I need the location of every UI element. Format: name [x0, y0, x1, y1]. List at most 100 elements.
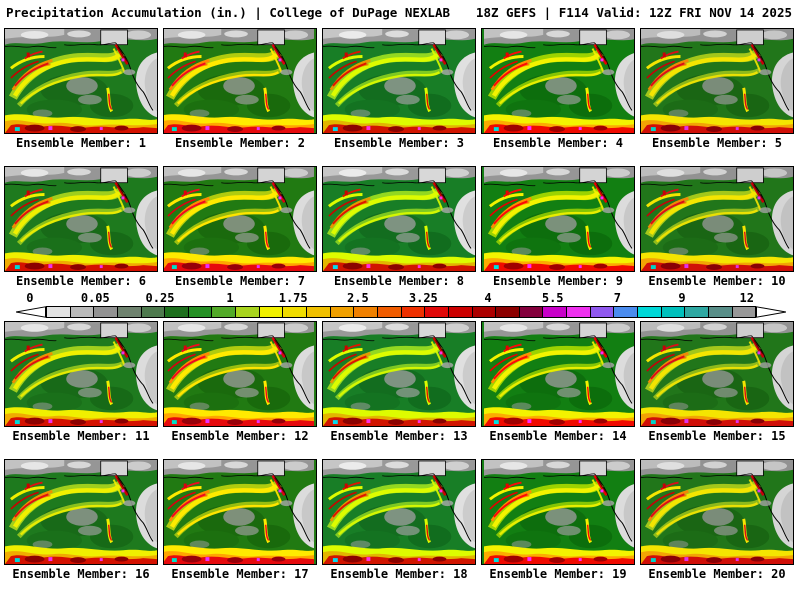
ensemble-map-panel[interactable]: Ensemble Member: 3: [322, 28, 476, 151]
ensemble-map-panel[interactable]: Ensemble Member: 6: [4, 166, 158, 289]
product-title: Precipitation Accumulation (in.) | Colle…: [6, 5, 451, 20]
precip-map[interactable]: [163, 459, 317, 565]
colorbar-cell: [47, 307, 71, 317]
ensemble-member-label: Ensemble Member: 4: [492, 136, 624, 150]
precip-map[interactable]: [322, 459, 476, 565]
ensemble-map-panel[interactable]: Ensemble Member: 10: [640, 166, 794, 289]
colorbar-tick-label: 7: [613, 291, 621, 305]
colorbar-tick-label: 2.5: [347, 291, 369, 305]
colorbar-cell: [307, 307, 331, 317]
ensemble-member-label: Ensemble Member: 9: [492, 274, 624, 288]
precip-map[interactable]: [481, 28, 635, 134]
ensemble-member-label: Ensemble Member: 19: [489, 567, 627, 581]
colorbar-cell: [259, 307, 284, 317]
colorbar-tick-label: 0: [26, 291, 34, 305]
ensemble-member-label: Ensemble Member: 20: [648, 567, 786, 581]
precip-map[interactable]: [4, 28, 158, 134]
colorbar-cell: [614, 307, 639, 317]
colorbar-cell: [519, 307, 544, 317]
precip-map[interactable]: [163, 166, 317, 272]
ensemble-map-panel[interactable]: Ensemble Member: 13: [322, 321, 476, 444]
colorbar-cell: [283, 307, 308, 317]
ensemble-member-label: Ensemble Member: 8: [333, 274, 465, 288]
ensemble-map-panel[interactable]: Ensemble Member: 18: [322, 459, 476, 582]
maps-row-4: Ensemble Member: 16 Ensemble Member: 17 En…: [0, 459, 800, 582]
ensemble-map-panel[interactable]: Ensemble Member: 8: [322, 166, 476, 289]
ensemble-map-panel[interactable]: Ensemble Member: 15: [640, 321, 794, 444]
colorbar-cell: [732, 307, 756, 317]
colorbar-labels: 0 0.05 0.25 1 1.75 2.5 3.25 4 5.5 7 9 12: [16, 291, 786, 306]
ensemble-member-label: Ensemble Member: 7: [174, 274, 306, 288]
ensemble-map-panel[interactable]: Ensemble Member: 9: [481, 166, 635, 289]
precip-map[interactable]: [640, 28, 794, 134]
maps-row-2: Ensemble Member: 6 Ensemble Member: 7 Ense…: [0, 166, 800, 289]
colorbar-bar: [16, 306, 786, 318]
precip-map[interactable]: [4, 459, 158, 565]
colorbar-cell: [401, 307, 426, 317]
ensemble-member-label: Ensemble Member: 14: [489, 429, 627, 443]
ensemble-member-label: Ensemble Member: 17: [171, 567, 309, 581]
precip-map[interactable]: [163, 321, 317, 427]
precip-map[interactable]: [4, 321, 158, 427]
colorbar-cell: [70, 307, 95, 317]
ensemble-map-panel[interactable]: Ensemble Member: 1: [4, 28, 158, 151]
run-valid-info: 18Z GEFS | F114 Valid: 12Z FRI NOV 14 20…: [475, 5, 792, 20]
colorbar-cell: [236, 307, 260, 317]
ensemble-member-label: Ensemble Member: 16: [12, 567, 150, 581]
ensemble-map-panel[interactable]: Ensemble Member: 20: [640, 459, 794, 582]
ensemble-map-panel[interactable]: Ensemble Member: 7: [163, 166, 317, 289]
colorbar-cell: [638, 307, 662, 317]
colorbar-left-arrow-icon: [16, 306, 46, 318]
colorbar-cell: [708, 307, 733, 317]
colorbar: 0 0.05 0.25 1 1.75 2.5 3.25 4 5.5 7 9 12: [16, 291, 786, 319]
ensemble-map-panel[interactable]: Ensemble Member: 17: [163, 459, 317, 582]
colorbar-tick-label: 4: [484, 291, 492, 305]
maps-row-3: Ensemble Member: 11 Ensemble Member: 12 En…: [0, 321, 800, 444]
ensemble-member-label: Ensemble Member: 3: [333, 136, 465, 150]
ensemble-map-panel[interactable]: Ensemble Member: 11: [4, 321, 158, 444]
colorbar-tick-label: 1: [226, 291, 234, 305]
colorbar-tick-label: 3.25: [408, 291, 438, 305]
colorbar-cell: [212, 307, 237, 317]
precip-map[interactable]: [322, 321, 476, 427]
colorbar-cell: [590, 307, 615, 317]
ensemble-map-panel[interactable]: Ensemble Member: 14: [481, 321, 635, 444]
precip-map[interactable]: [322, 166, 476, 272]
ensemble-member-label: Ensemble Member: 1: [15, 136, 147, 150]
precip-map[interactable]: [640, 459, 794, 565]
precip-map[interactable]: [163, 28, 317, 134]
colorbar-cell: [567, 307, 591, 317]
precip-map[interactable]: [640, 321, 794, 427]
colorbar-cell: [377, 307, 402, 317]
ensemble-map-panel[interactable]: Ensemble Member: 16: [4, 459, 158, 582]
colorbar-cell: [354, 307, 378, 317]
colorbar-cell: [543, 307, 568, 317]
ensemble-member-label: Ensemble Member: 2: [174, 136, 306, 150]
precip-map[interactable]: [481, 459, 635, 565]
colorbar-tick-label: 0.05: [80, 291, 110, 305]
maps-row-1: Ensemble Member: 1 Ensemble Member: 2 Ense…: [0, 28, 800, 151]
colorbar-tick-label: 12: [739, 291, 754, 305]
ensemble-map-panel[interactable]: Ensemble Member: 4: [481, 28, 635, 151]
colorbar-cell: [94, 307, 118, 317]
ensemble-map-panel[interactable]: Ensemble Member: 5: [640, 28, 794, 151]
colorbar-tick-label: 9: [678, 291, 686, 305]
ensemble-member-label: Ensemble Member: 12: [171, 429, 309, 443]
ensemble-member-label: Ensemble Member: 5: [651, 136, 783, 150]
header: Precipitation Accumulation (in.) | Colle…: [0, 0, 800, 24]
colorbar-cell: [330, 307, 355, 317]
colorbar-tick-label: 0.25: [145, 291, 175, 305]
precip-map[interactable]: [322, 28, 476, 134]
precip-map[interactable]: [481, 321, 635, 427]
ensemble-map-panel[interactable]: Ensemble Member: 19: [481, 459, 635, 582]
colorbar-cell: [425, 307, 449, 317]
ensemble-map-panel[interactable]: Ensemble Member: 2: [163, 28, 317, 151]
precip-map[interactable]: [481, 166, 635, 272]
colorbar-cell: [165, 307, 189, 317]
ensemble-member-label: Ensemble Member: 10: [648, 274, 786, 288]
precip-map[interactable]: [4, 166, 158, 272]
precip-map[interactable]: [640, 166, 794, 272]
ensemble-map-panel[interactable]: Ensemble Member: 12: [163, 321, 317, 444]
ensemble-member-label: Ensemble Member: 11: [12, 429, 150, 443]
colorbar-cell: [685, 307, 709, 317]
